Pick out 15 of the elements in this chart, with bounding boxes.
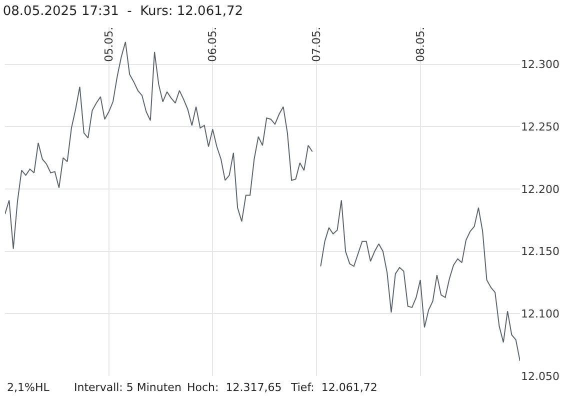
y-tick-label: 12.250 bbox=[521, 120, 560, 134]
text: 2,1%HL bbox=[7, 381, 50, 394]
chart-title: 08.05.2025 17:31 - Kurs: 12.061,72 bbox=[2, 4, 244, 20]
y-tick-label: 12.150 bbox=[521, 245, 560, 258]
y-tick-label: 12.100 bbox=[521, 308, 560, 321]
x-tick-label: 08.05. bbox=[414, 26, 427, 62]
x-tick-label: 07.05. bbox=[310, 26, 324, 62]
y-tick-label: 12.300 bbox=[521, 58, 560, 72]
y-tick-label: 12.200 bbox=[521, 182, 560, 196]
x-tick-label: 06.05. bbox=[206, 26, 220, 62]
y-tick-label: 12.050 bbox=[521, 370, 560, 383]
text: Hoch: 12.317,65 bbox=[187, 381, 282, 394]
text: Tief: 12.061,72 bbox=[290, 381, 378, 394]
x-tick-label: 05.05. bbox=[102, 26, 116, 62]
text: Intervall: 5 Minuten bbox=[74, 381, 182, 394]
